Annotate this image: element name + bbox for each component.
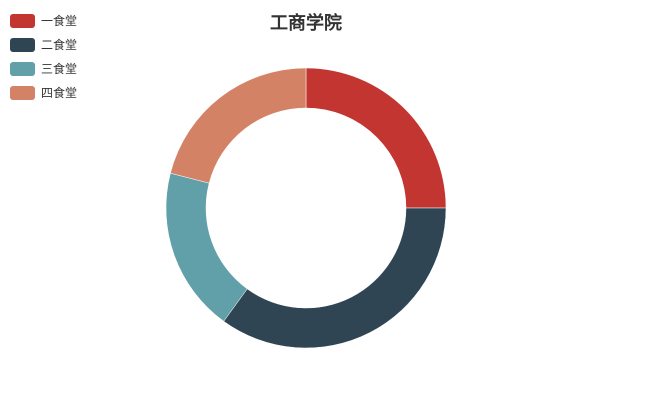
pie-slices (165, 67, 447, 349)
legend-label: 二食堂 (41, 37, 77, 52)
legend-swatch (10, 62, 35, 76)
pie-slice-2[interactable] (223, 207, 447, 349)
pie-slice-4[interactable] (170, 67, 307, 184)
legend-item-1[interactable]: 一食堂 (10, 13, 77, 28)
legend-swatch (10, 86, 35, 100)
legend-item-2[interactable]: 二食堂 (10, 37, 77, 52)
legend-swatch (10, 38, 35, 52)
legend-item-4[interactable]: 四食堂 (10, 85, 77, 100)
legend-label: 一食堂 (41, 13, 77, 28)
legend-label: 三食堂 (41, 61, 77, 76)
legend-label: 四食堂 (41, 85, 77, 100)
pie-slice-3[interactable] (165, 172, 248, 322)
legend-item-3[interactable]: 三食堂 (10, 61, 77, 76)
chart-title: 工商学院 (270, 12, 342, 34)
pie-slice-1[interactable] (305, 67, 447, 209)
legend-swatch (10, 14, 35, 28)
